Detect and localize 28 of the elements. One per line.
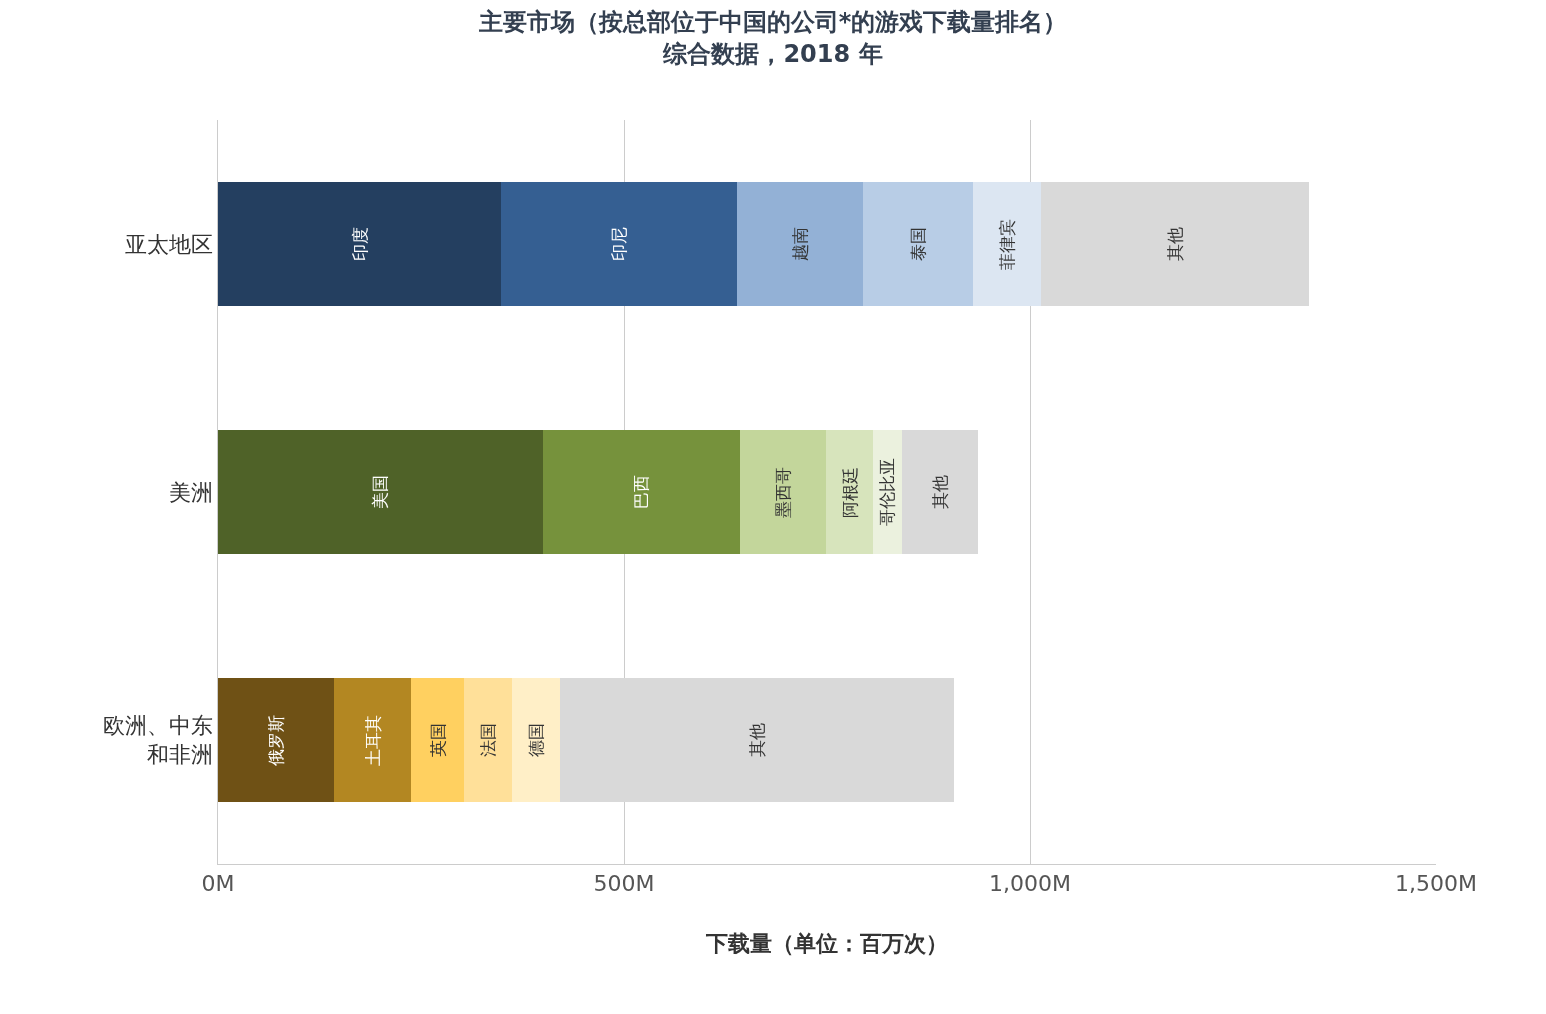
series-label: 俄罗斯 <box>266 714 287 766</box>
series-label: 法国 <box>477 723 498 757</box>
y-tick-label: 亚太地区 <box>124 231 213 257</box>
chart-title: 主要市场（按总部位于中国的公司*的游戏下载量排名） <box>477 8 1068 37</box>
y-tick-label: 欧洲、中东和非洲 <box>102 713 213 767</box>
chart-subtitle: 综合数据，2018 年 <box>662 39 883 68</box>
series-label: 越南 <box>789 227 810 261</box>
series-label: 美国 <box>370 475 391 509</box>
x-tick-label: 500M <box>593 871 655 897</box>
series-label: 其他 <box>746 723 767 757</box>
series-label: 阿根廷 <box>839 466 860 518</box>
series-label: 哥伦比亚 <box>877 458 898 526</box>
series-label: 印尼 <box>609 227 630 261</box>
series-label: 印度 <box>349 227 370 261</box>
x-tick-label: 1,000M <box>989 871 1071 897</box>
series-label: 巴西 <box>631 475 652 509</box>
series-label: 德国 <box>525 723 546 757</box>
series-label: 泰国 <box>907 227 928 261</box>
y-tick-label: 美洲 <box>168 479 213 505</box>
x-axis-title: 下载量（单位：百万次） <box>705 931 948 957</box>
series-label: 英国 <box>427 723 448 757</box>
x-tick-label: 1,500M <box>1395 871 1477 897</box>
series-label: 土耳其 <box>362 714 383 766</box>
x-tick-label: 0M <box>201 871 235 897</box>
series-label: 其他 <box>929 475 950 509</box>
series-label: 墨西哥 <box>773 466 794 518</box>
series-label: 菲律宾 <box>997 218 1018 270</box>
series-label: 其他 <box>1164 227 1185 261</box>
